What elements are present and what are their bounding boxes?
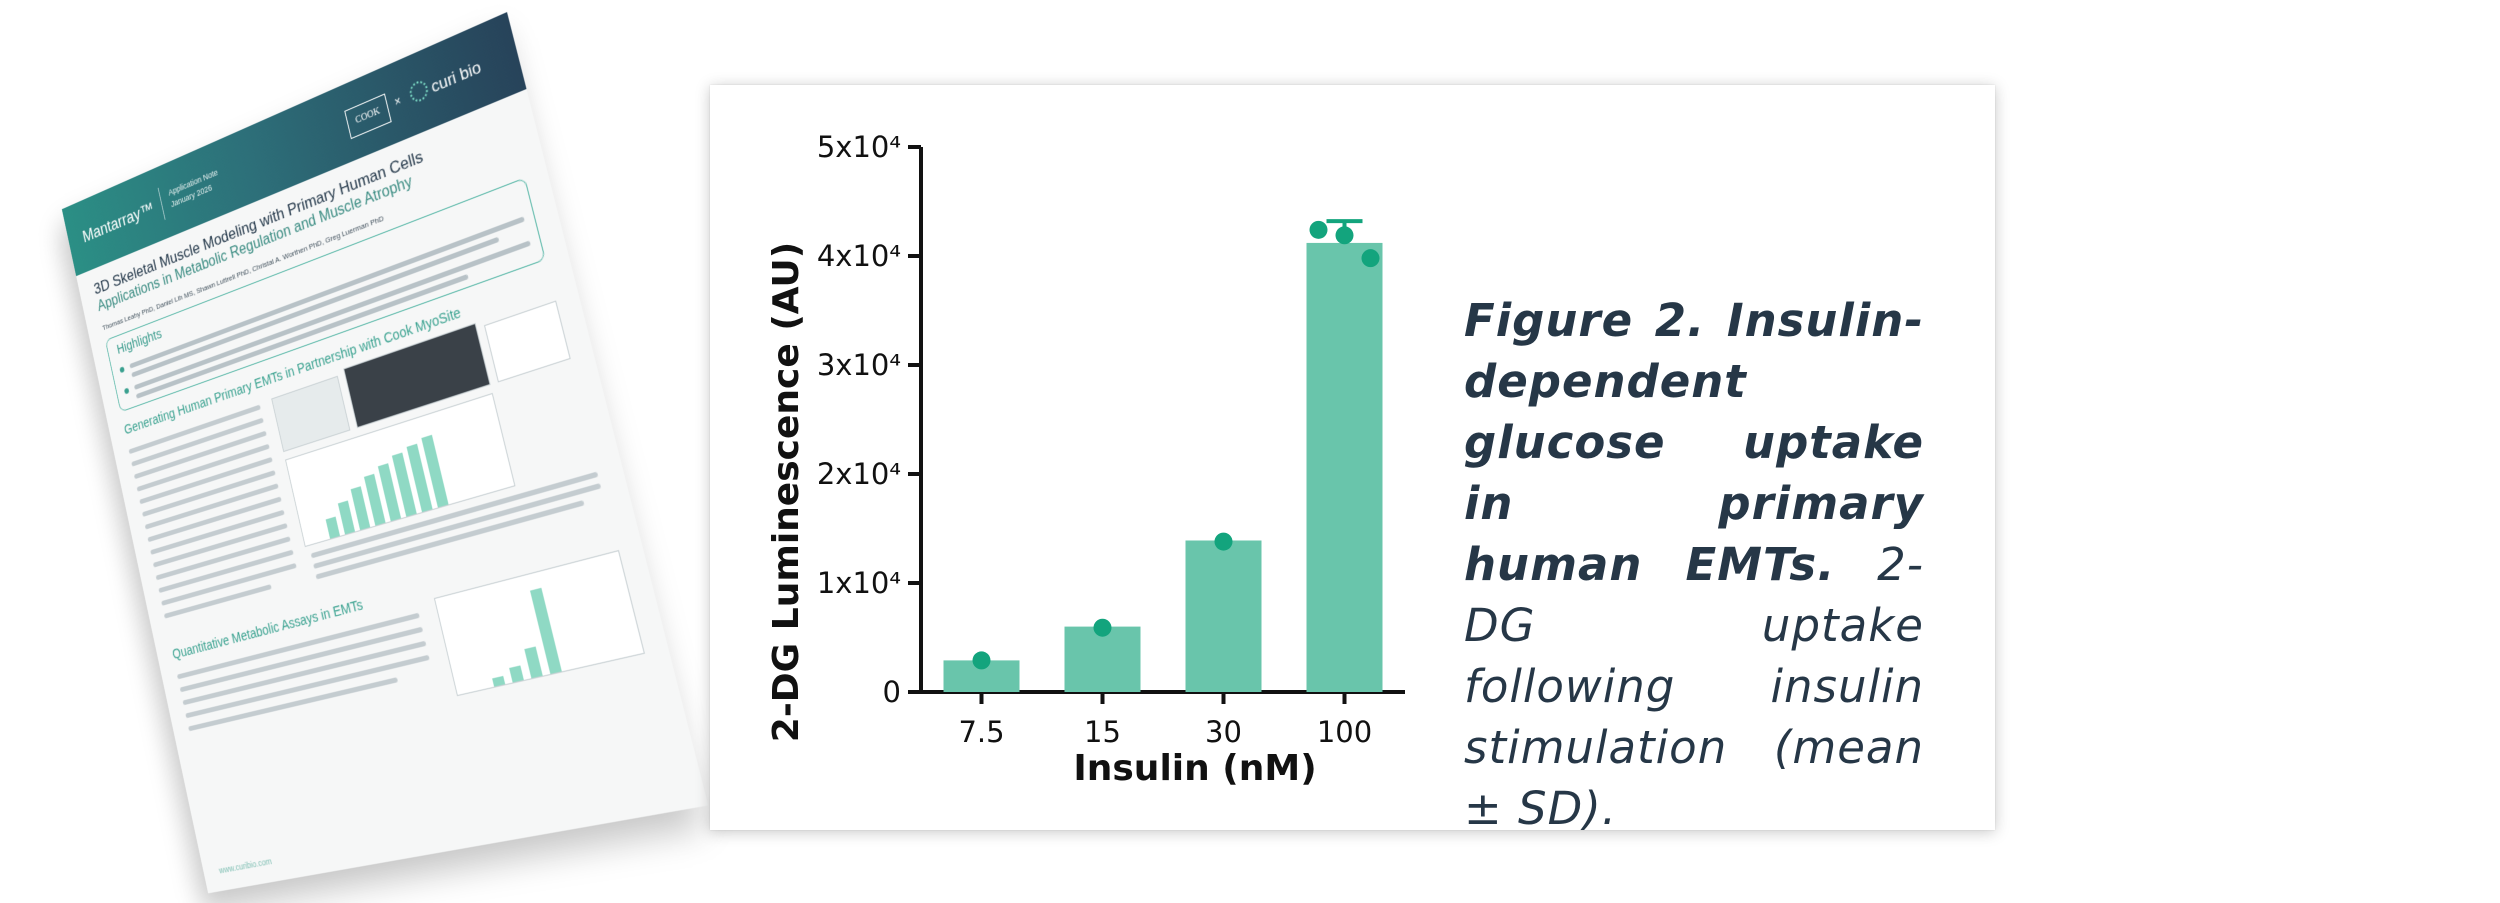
data-point-100 — [1362, 249, 1380, 267]
partnership-x: × — [393, 94, 402, 110]
data-point-30 — [1215, 533, 1233, 551]
mini-bar — [524, 646, 542, 678]
bullet-icon — [124, 388, 129, 395]
curi-bio-logo: curi bio — [408, 55, 484, 106]
y-tick-label: 0 — [883, 675, 901, 709]
figure-panel-a — [271, 376, 350, 452]
x-tick-label: 7.5 — [958, 715, 1004, 749]
figure-card: 0 1x10⁴ 2x10⁴ 3x10⁴ 4x10⁴ 5x10⁴ 7.5 15 30 100 2-… — [710, 85, 1995, 830]
highlights-title: Highlights — [115, 326, 162, 357]
application-note-label: Application Note January 2026 — [167, 166, 221, 210]
header-divider — [158, 188, 166, 220]
x-tick-label: 100 — [1317, 715, 1372, 749]
bar-30 — [1186, 540, 1262, 692]
y-tick-label: 5x10⁴ — [817, 130, 901, 164]
y-tick-label: 3x10⁴ — [817, 348, 901, 382]
mini-bar — [509, 665, 524, 682]
curi-bio-wordmark: curi bio — [429, 57, 483, 97]
data-point-15 — [1094, 619, 1112, 637]
data-point-100 — [1310, 221, 1328, 239]
x-tick-group: 7.5 15 30 100 — [958, 692, 1372, 749]
y-tick-label: 2x10⁴ — [817, 457, 901, 491]
mini-bar — [338, 500, 355, 534]
data-point-7.5 — [973, 651, 991, 669]
y-tick-label: 1x10⁴ — [817, 566, 901, 600]
figure-caption: Figure 2. Insulin-dependent glucose upta… — [1464, 290, 1924, 839]
bullet-icon — [119, 366, 124, 373]
figure-panel-d — [484, 300, 571, 382]
caption-title: Figure 2. Insulin-dependent glucose upta… — [1464, 294, 1924, 591]
bar-group — [944, 243, 1383, 692]
cook-myosite-logo: COOK — [344, 93, 391, 139]
mini-bar — [492, 676, 505, 687]
curi-bio-ring-icon — [408, 78, 430, 105]
figure-2-thumbnail — [434, 550, 645, 696]
x-axis-title: Insulin (nM) — [1073, 748, 1316, 789]
x-tick-label: 30 — [1205, 715, 1242, 749]
mini-bar — [326, 517, 340, 539]
y-axis-title: 2-DG Luminescence (AU) — [766, 242, 807, 742]
bar-100 — [1307, 243, 1383, 692]
text-line — [183, 641, 427, 706]
bar-chart: 0 1x10⁴ 2x10⁴ 3x10⁴ 4x10⁴ 5x10⁴ 7.5 15 30 100 2-… — [710, 85, 1450, 830]
mantarray-brand: Mantarray™ — [81, 199, 155, 247]
application-note-document: Mantarray™ Application Note January 2026… — [62, 12, 708, 893]
document-footer: www.curibio.com — [218, 856, 273, 875]
y-tick-group: 0 1x10⁴ 2x10⁴ 3x10⁴ 4x10⁴ 5x10⁴ — [817, 130, 921, 709]
x-tick-label: 15 — [1084, 715, 1121, 749]
document-page: Mantarray™ Application Note January 2026… — [62, 12, 708, 893]
data-point-100 — [1336, 226, 1354, 244]
y-tick-label: 4x10⁴ — [817, 239, 901, 273]
